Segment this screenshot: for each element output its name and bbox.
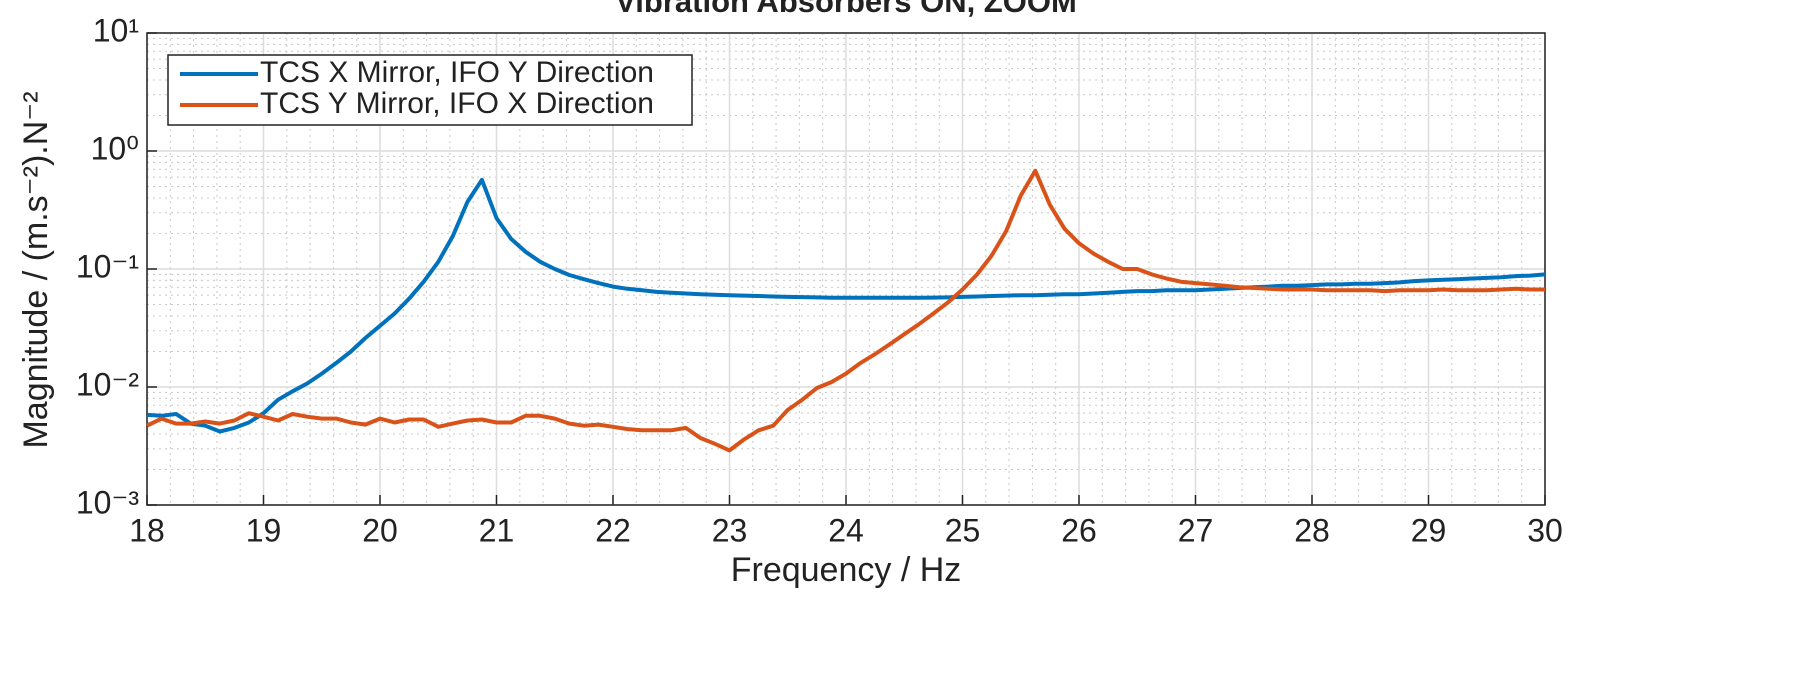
y-tick-label: 10⁻¹ xyxy=(76,248,139,284)
legend-label: TCS Y Mirror, IFO X Direction xyxy=(260,87,654,120)
data-line xyxy=(146,177,1546,434)
legend-box xyxy=(167,54,693,126)
x-tick-label: 25 xyxy=(945,512,981,548)
data-line xyxy=(146,168,1545,453)
y-tick-label: 10⁰ xyxy=(91,130,139,166)
legend-label: TCS X Mirror, IFO Y Direction xyxy=(260,56,654,89)
x-axis-label: Frequency / Hz xyxy=(731,551,962,589)
x-tick-label: 24 xyxy=(828,512,864,548)
y-tick-label: 10⁻² xyxy=(76,366,139,402)
x-tick-label: 18 xyxy=(129,512,165,548)
y-axis-label: Magnitude / (m.s⁻²).N⁻² xyxy=(17,91,55,448)
y-tick-label: 10¹ xyxy=(93,12,139,48)
x-tick-label: 30 xyxy=(1527,512,1563,548)
chart-title: Vibration Absorbers ON, ZOOM xyxy=(615,0,1077,19)
x-tick-label: 29 xyxy=(1411,512,1447,548)
plot-frame xyxy=(146,32,1546,506)
y-tick-label: 10⁻³ xyxy=(76,484,139,520)
x-tick-label: 19 xyxy=(246,512,282,548)
x-tick-label: 26 xyxy=(1061,512,1097,548)
x-tick-label: 22 xyxy=(595,512,631,548)
x-tick-label: 23 xyxy=(712,512,748,548)
x-tick-label: 27 xyxy=(1178,512,1214,548)
x-tick-label: 21 xyxy=(479,512,515,548)
x-tick-label: 28 xyxy=(1294,512,1330,548)
x-tick-label: 20 xyxy=(362,512,398,548)
